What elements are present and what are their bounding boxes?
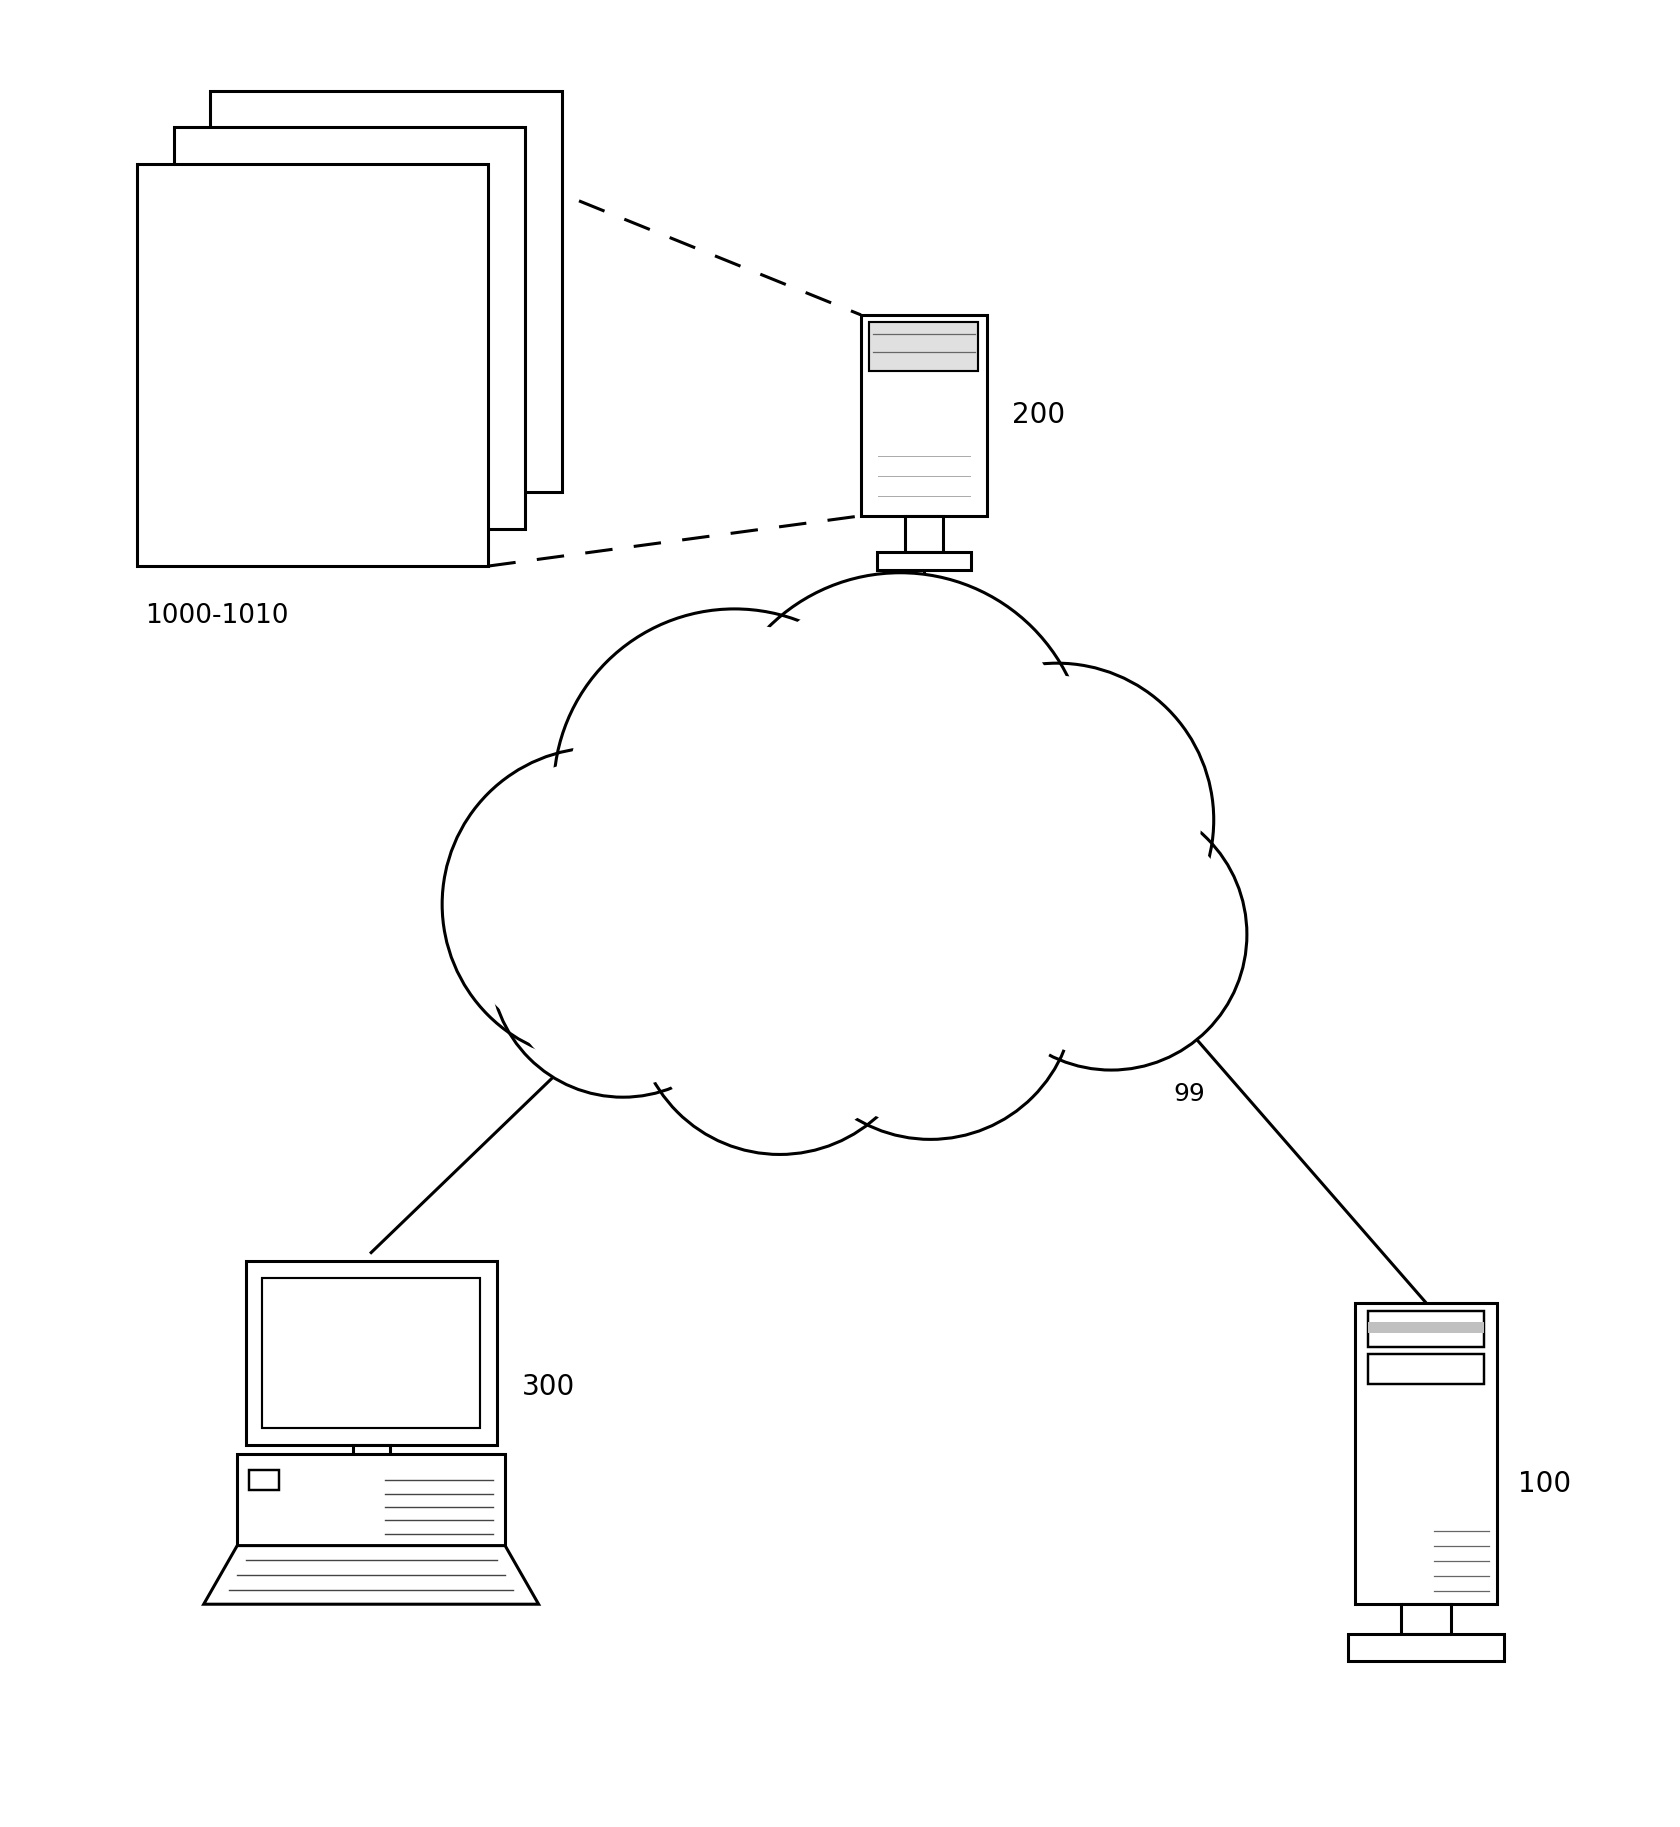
- Bar: [1347, 1635, 1504, 1661]
- Circle shape: [554, 608, 916, 970]
- Bar: [1368, 1323, 1483, 1334]
- Bar: [245, 1261, 497, 1445]
- Bar: [262, 1277, 480, 1429]
- Bar: [173, 128, 526, 530]
- Circle shape: [986, 809, 1236, 1060]
- Circle shape: [976, 798, 1247, 1071]
- Bar: [249, 1471, 279, 1491]
- Circle shape: [729, 588, 1072, 932]
- Bar: [329, 1487, 413, 1504]
- Circle shape: [501, 842, 744, 1087]
- Bar: [353, 1445, 390, 1487]
- Circle shape: [714, 572, 1087, 946]
- Bar: [136, 164, 489, 566]
- Text: 200: 200: [1011, 402, 1065, 429]
- Bar: [237, 1454, 506, 1546]
- Circle shape: [635, 866, 924, 1155]
- Bar: [860, 314, 986, 515]
- Bar: [1401, 1604, 1452, 1635]
- Text: 1000-1010: 1000-1010: [144, 603, 289, 628]
- Bar: [210, 91, 563, 493]
- Bar: [906, 515, 942, 552]
- Circle shape: [442, 747, 756, 1061]
- Text: 99: 99: [1174, 1082, 1205, 1105]
- Text: 99: 99: [944, 619, 976, 643]
- Text: 300: 300: [522, 1372, 575, 1401]
- Text: 100: 100: [1519, 1469, 1571, 1498]
- Circle shape: [900, 663, 1213, 977]
- Bar: [1354, 1303, 1497, 1604]
- Bar: [1368, 1354, 1483, 1385]
- Bar: [877, 552, 971, 570]
- Circle shape: [455, 760, 743, 1049]
- Circle shape: [647, 877, 912, 1144]
- Bar: [869, 322, 978, 371]
- Circle shape: [568, 623, 900, 956]
- Circle shape: [491, 831, 756, 1098]
- Circle shape: [798, 862, 1063, 1127]
- Bar: [1368, 1312, 1483, 1346]
- Circle shape: [912, 676, 1201, 965]
- Polygon shape: [203, 1546, 539, 1604]
- Circle shape: [786, 850, 1075, 1140]
